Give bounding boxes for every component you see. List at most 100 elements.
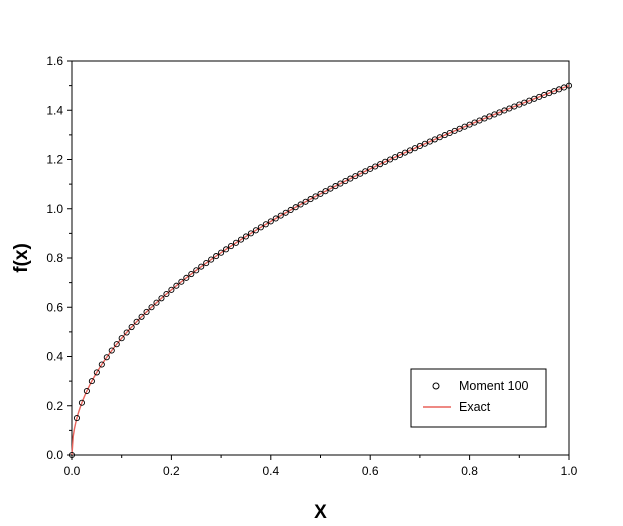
y-tick-label: 1.0 [46, 202, 63, 216]
x-tick-label: 1.0 [561, 464, 578, 478]
x-tick-label: 0.2 [163, 464, 180, 478]
moment-point [391, 154, 399, 161]
x-axis-ticks: 0.0 0.2 0.4 0.6 0.8 1.0 [64, 455, 578, 478]
moment-point [362, 168, 369, 175]
moment-point [78, 399, 85, 406]
moment-point [292, 204, 299, 211]
moment-point [257, 224, 264, 231]
moment-point [232, 239, 240, 246]
moment-point [396, 151, 404, 158]
moment-point [382, 158, 389, 165]
legend-label-exact: Exact [459, 400, 491, 414]
moment-point [193, 267, 200, 274]
moment-point [431, 136, 438, 143]
moment-point [426, 138, 433, 145]
moment-point [183, 274, 190, 281]
moment-point [476, 117, 483, 124]
moment-point [133, 318, 140, 325]
moment-point [203, 260, 210, 267]
moment-point [367, 165, 374, 172]
moment-point [282, 209, 289, 216]
moment-point [297, 201, 304, 208]
moment-point [332, 183, 339, 190]
moment-point [93, 369, 100, 376]
moment-point [143, 308, 150, 315]
moment-point [421, 140, 428, 147]
moment-point [287, 206, 294, 214]
moment-point [88, 378, 95, 385]
moment-point [163, 290, 170, 298]
moment-point [461, 123, 468, 130]
moment-point [138, 313, 145, 320]
moment-point [188, 270, 195, 278]
moment-point [471, 119, 478, 126]
moment-point [128, 323, 135, 331]
moment-point [387, 156, 394, 163]
moment-point [73, 415, 81, 422]
exact-line [71, 84, 570, 456]
y-tick-label: 0.2 [46, 399, 63, 413]
moment-point [168, 286, 175, 293]
moment-point [83, 387, 90, 395]
y-tick-label: 0.4 [46, 350, 63, 364]
moment-point [511, 103, 518, 110]
y-tick-label: 1.2 [46, 153, 63, 167]
moment-point [267, 218, 274, 225]
moment-point [327, 185, 334, 192]
moment-point [302, 198, 309, 205]
moment-point [491, 111, 498, 118]
moment-point [521, 99, 528, 106]
x-axis-title: X [314, 502, 327, 523]
moment-point [372, 163, 379, 170]
moment-point [118, 335, 125, 342]
moment-point [173, 282, 180, 289]
moment-point [456, 125, 463, 132]
moment-point [262, 221, 269, 228]
moment-point [123, 329, 130, 336]
moment-point [377, 161, 384, 168]
moment-point [322, 188, 329, 195]
moment-point [113, 341, 120, 348]
moment-point [406, 147, 414, 154]
moment-point [436, 134, 443, 141]
moment-point [506, 105, 513, 112]
x-tick-label: 0.6 [362, 464, 379, 478]
moment-point [516, 101, 523, 108]
moment-point [565, 82, 573, 89]
x-tick-label: 0.0 [64, 464, 81, 478]
moment-point [218, 249, 225, 256]
moment-point [148, 304, 155, 311]
moment-point [451, 127, 458, 134]
moment-point [108, 347, 115, 354]
x-tick-label: 0.4 [262, 464, 279, 478]
moment-point [416, 142, 423, 150]
moment-point [496, 109, 503, 116]
moment-point [158, 295, 165, 302]
moment-point [223, 246, 230, 253]
moment-point [103, 354, 110, 361]
moment-point [466, 121, 473, 128]
legend-box [410, 368, 547, 428]
legend: Moment 100 Exact [410, 368, 547, 428]
moment-point [501, 107, 508, 114]
y-axis-title: f(x) [11, 243, 32, 273]
moment-point [342, 178, 349, 185]
legend-marker-moment [432, 382, 440, 390]
moment-point [213, 253, 220, 260]
exact-series-layer [71, 84, 570, 456]
moment-point [277, 212, 284, 219]
moment-point [401, 149, 409, 156]
moment-point [317, 190, 324, 197]
moment-point [252, 227, 259, 234]
moment-point [198, 263, 205, 270]
moment-point [352, 173, 359, 180]
moment-point [242, 233, 249, 240]
y-tick-label: 1.4 [46, 103, 63, 117]
moment-point [481, 115, 488, 122]
moment-point [237, 236, 245, 243]
moment-point [357, 170, 364, 177]
y-tick-label: 1.6 [46, 54, 63, 68]
moment-point [486, 113, 493, 120]
moment-point [446, 129, 453, 137]
